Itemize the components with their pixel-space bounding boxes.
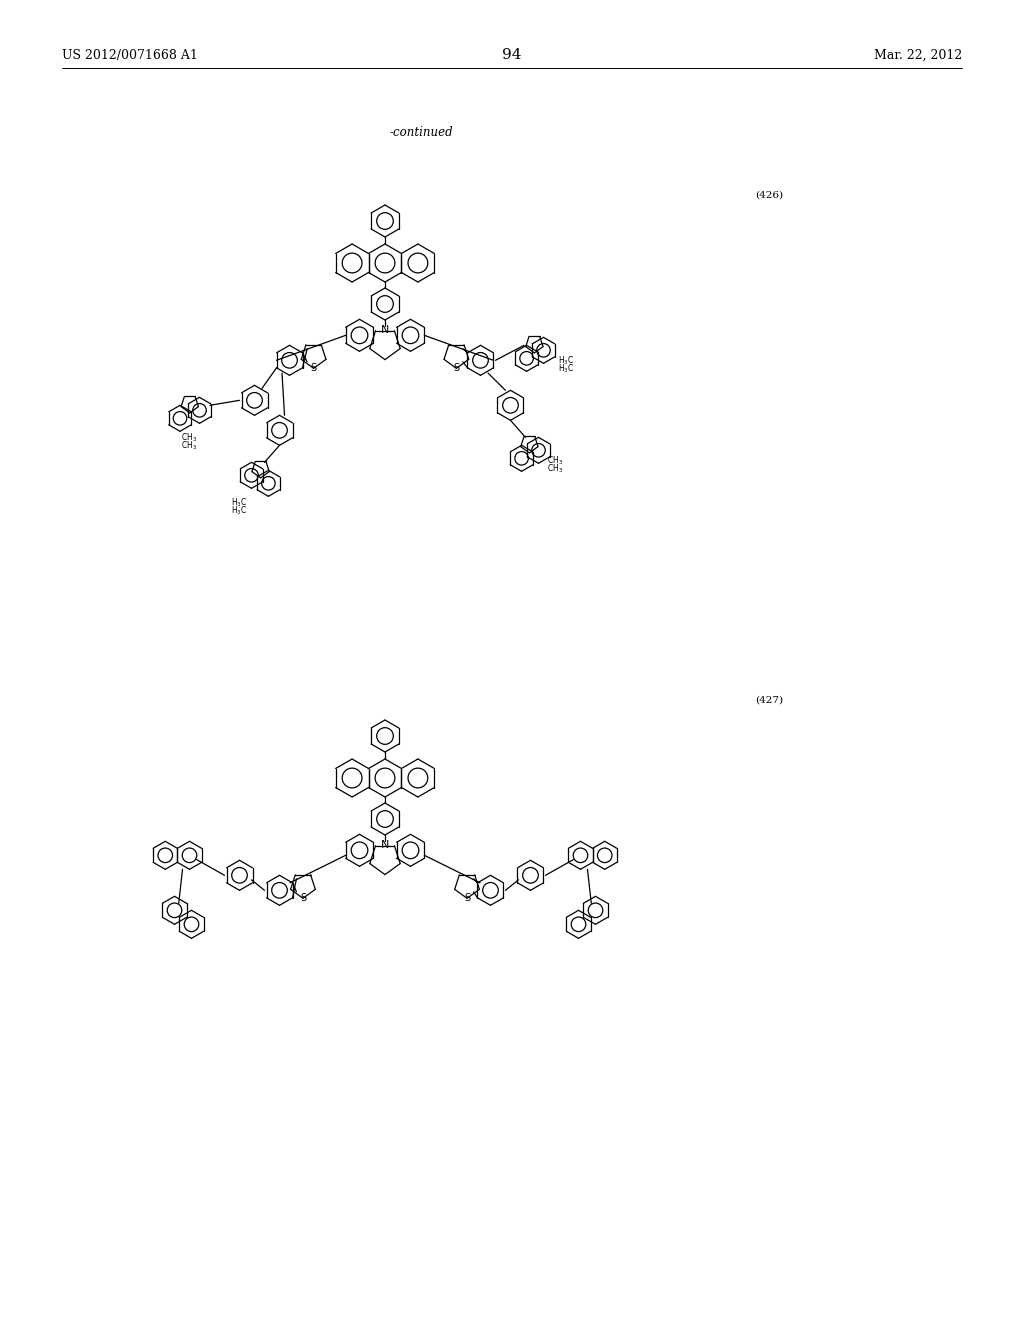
Text: S: S xyxy=(454,363,460,374)
Text: (426): (426) xyxy=(755,190,783,199)
Text: N: N xyxy=(381,325,389,335)
Text: H$_3$C: H$_3$C xyxy=(558,362,574,375)
Text: H$_3$C: H$_3$C xyxy=(231,496,248,508)
Text: (427): (427) xyxy=(755,696,783,705)
Text: H$_3$C: H$_3$C xyxy=(558,354,574,367)
Text: 94: 94 xyxy=(502,48,522,62)
Text: CH$_3$: CH$_3$ xyxy=(181,440,198,451)
Text: CH$_3$: CH$_3$ xyxy=(548,462,563,475)
Text: CH$_3$: CH$_3$ xyxy=(181,432,198,444)
Text: -continued: -continued xyxy=(390,127,454,140)
Text: H$_3$C: H$_3$C xyxy=(231,504,248,517)
Text: CH$_3$: CH$_3$ xyxy=(548,454,563,467)
Text: Mar. 22, 2012: Mar. 22, 2012 xyxy=(873,49,962,62)
Text: N: N xyxy=(381,840,389,850)
Text: S: S xyxy=(310,363,316,374)
Text: US 2012/0071668 A1: US 2012/0071668 A1 xyxy=(62,49,198,62)
Text: S: S xyxy=(300,894,306,903)
Text: S: S xyxy=(464,894,470,903)
